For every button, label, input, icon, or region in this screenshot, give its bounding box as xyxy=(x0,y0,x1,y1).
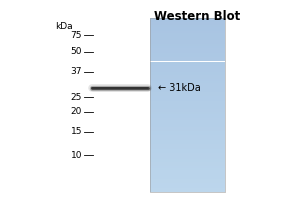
Bar xyxy=(150,155,225,157)
Bar xyxy=(150,29,225,31)
Bar xyxy=(150,181,225,183)
Bar xyxy=(150,131,225,133)
Bar xyxy=(150,77,225,79)
Bar xyxy=(150,64,225,66)
Text: Western Blot: Western Blot xyxy=(154,10,241,23)
Bar xyxy=(150,27,225,29)
Bar xyxy=(150,98,225,101)
Bar xyxy=(150,92,225,94)
Bar xyxy=(150,55,225,57)
Text: kDa: kDa xyxy=(56,22,73,31)
Text: 37: 37 xyxy=(70,68,82,76)
Bar xyxy=(150,70,225,72)
Bar xyxy=(150,168,225,170)
Bar xyxy=(150,96,225,98)
Text: 25: 25 xyxy=(70,92,82,102)
Bar xyxy=(150,75,225,77)
Bar xyxy=(150,46,225,48)
Bar xyxy=(150,118,225,120)
Bar xyxy=(150,72,225,75)
Bar xyxy=(150,116,225,118)
Bar xyxy=(150,114,225,116)
Bar xyxy=(150,142,225,144)
Bar xyxy=(150,35,225,38)
Bar xyxy=(150,129,225,131)
Bar xyxy=(150,183,225,185)
Bar xyxy=(150,162,225,164)
Bar xyxy=(150,68,225,70)
Text: 10: 10 xyxy=(70,150,82,160)
Text: 20: 20 xyxy=(70,108,82,116)
Bar xyxy=(150,105,225,107)
Bar xyxy=(150,79,225,81)
Bar xyxy=(150,120,225,122)
Bar xyxy=(150,66,225,68)
Bar xyxy=(150,157,225,159)
Bar xyxy=(150,135,225,138)
Bar xyxy=(150,94,225,96)
Bar xyxy=(150,170,225,172)
Bar xyxy=(150,103,225,105)
Bar xyxy=(150,109,225,112)
Text: 15: 15 xyxy=(70,128,82,136)
Bar xyxy=(150,57,225,59)
Bar xyxy=(150,190,225,192)
Bar xyxy=(150,133,225,135)
Bar xyxy=(150,146,225,148)
Bar xyxy=(150,140,225,142)
Bar xyxy=(150,138,225,140)
Bar xyxy=(150,44,225,46)
Bar xyxy=(150,40,225,42)
Bar xyxy=(150,148,225,151)
Text: 75: 75 xyxy=(70,30,82,40)
Bar xyxy=(150,88,225,90)
Bar xyxy=(150,159,225,162)
Bar xyxy=(150,20,225,22)
Bar xyxy=(150,51,225,53)
Bar xyxy=(150,144,225,146)
Bar xyxy=(150,48,225,51)
Bar xyxy=(150,107,225,109)
Bar xyxy=(150,81,225,83)
Bar xyxy=(150,22,225,25)
Bar xyxy=(150,188,225,190)
Text: 50: 50 xyxy=(70,47,82,56)
Bar xyxy=(150,42,225,44)
Bar xyxy=(150,62,225,64)
Bar xyxy=(150,122,225,125)
Bar xyxy=(150,25,225,27)
Bar xyxy=(150,185,225,188)
Bar xyxy=(150,175,225,177)
Bar xyxy=(150,172,225,175)
Bar xyxy=(150,90,225,92)
Bar xyxy=(150,101,225,103)
Bar xyxy=(150,127,225,129)
Bar xyxy=(150,18,225,192)
Bar xyxy=(150,112,225,114)
Bar xyxy=(150,59,225,62)
Bar xyxy=(150,53,225,55)
Bar xyxy=(150,85,225,88)
Bar xyxy=(150,164,225,166)
Bar xyxy=(150,166,225,168)
Bar xyxy=(150,179,225,181)
Bar xyxy=(150,38,225,40)
Bar xyxy=(150,151,225,153)
Bar xyxy=(150,177,225,179)
Bar xyxy=(150,18,225,20)
Bar xyxy=(150,153,225,155)
Bar xyxy=(150,31,225,33)
Bar xyxy=(150,125,225,127)
Bar xyxy=(150,83,225,85)
Text: ← 31kDa: ← 31kDa xyxy=(158,83,201,93)
Bar xyxy=(150,33,225,35)
